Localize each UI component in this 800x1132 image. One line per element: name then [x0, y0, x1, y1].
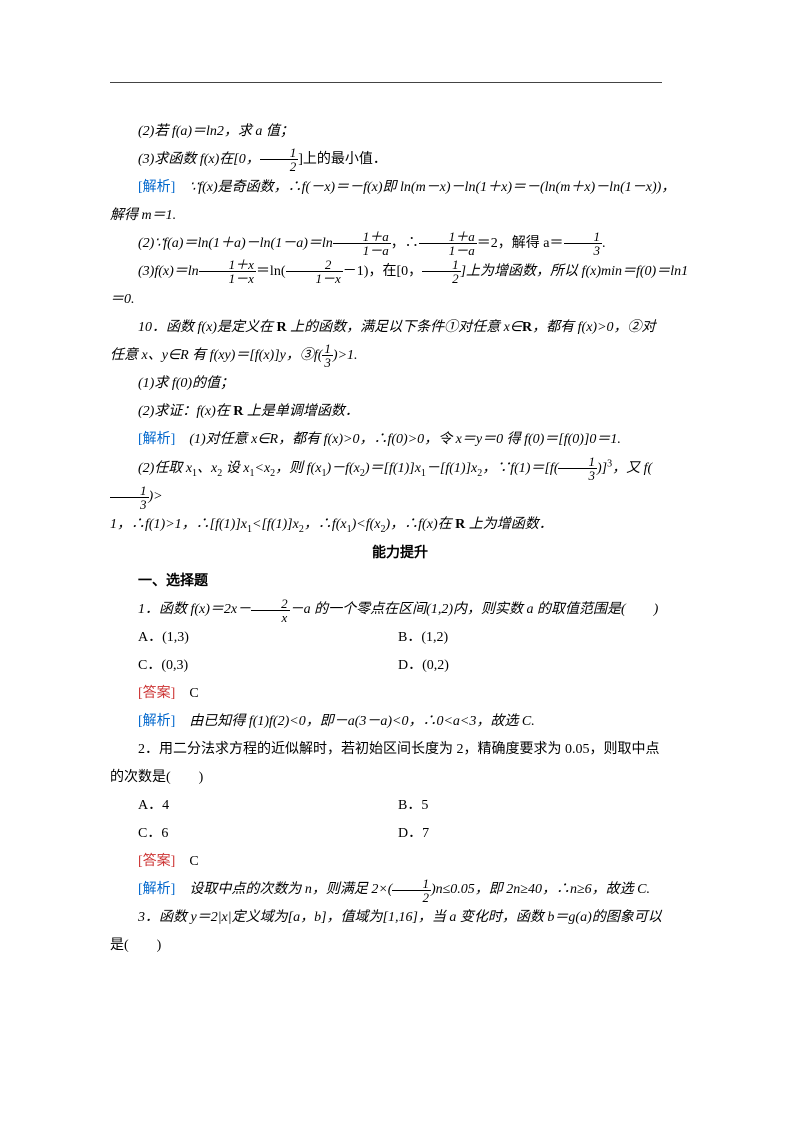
line-9: 任意 x、y∈R 有 f(xy)＝[f(x)]y，③f(13)>1.: [110, 342, 690, 370]
line-11: (2)求证：f(x)在 R 上是单调增函数．: [110, 398, 690, 426]
q2b: 的次数是( ): [110, 764, 690, 792]
q2-exp: [解析] 设取中点的次数为 n，则满足 2×(12)n≤0.05，即 2n≥40…: [110, 876, 690, 904]
page: (2)若 f(a)＝ln2，求 a 值； (3)求函数 f(x)在[0，12]上…: [0, 0, 800, 1132]
q2: 2．用二分法求方程的近似解时，若初始区间长度为 2，精确度要求为 0.05，则取…: [110, 736, 690, 764]
q3: 3．函数 y＝2|x|定义域为[a，b]，值域为[1,16]，当 a 变化时，函…: [110, 904, 690, 932]
section-title: 能力提升: [110, 540, 690, 568]
q2-answer: [答案] C: [110, 848, 690, 876]
line-8: 10．函数 f(x)是定义在 R 上的函数，满足以下条件①对任意 x∈R，都有 …: [110, 314, 690, 342]
q3b: 是( ): [110, 932, 690, 960]
line-4: [解析] ∵f(x)是奇函数，∴f(－x)＝－f(x)即 ln(m－x)－ln(…: [110, 174, 690, 202]
q1-opts-cd: C．(0,3)D．(0,2): [110, 652, 690, 680]
line-5: 解得 m＝1.: [110, 202, 690, 230]
line-7: (3)f(x)＝ln1＋x1－x＝ln(21－x－1)，在[0，12]上为增函数…: [110, 258, 690, 314]
analysis-label: [解析]: [138, 180, 175, 195]
top-rule: [110, 82, 662, 83]
q2-opts-ab: A．4B．5: [110, 792, 690, 820]
line-3: (3)求函数 f(x)在[0，12]上的最小值．: [110, 146, 690, 174]
line-13: (2)任取 x1、x2 设 x1<x2，则 f(x1)－f(x2)＝[f(1)]…: [110, 454, 690, 511]
q2-opts-cd: C．6D．7: [110, 820, 690, 848]
q1-opts-ab: A．(1,3)B．(1,2): [110, 624, 690, 652]
line-10: (1)求 f(0)的值；: [110, 370, 690, 398]
heading-1: 一、选择题: [110, 568, 690, 596]
q1-exp: [解析] 由已知得 f(1)f(2)<0，即－a(3－a)<0，∴0<a<3，故…: [110, 708, 690, 736]
line-6: (2)∵f(a)＝ln(1＋a)－ln(1－a)＝ln1＋a1－a，∴1＋a1－…: [110, 230, 690, 258]
line-2: (2)若 f(a)＝ln2，求 a 值；: [110, 118, 690, 146]
line-12: [解析] (1)对任意 x∈R，都有 f(x)>0，∴f(0)>0，令 x＝y＝…: [110, 426, 690, 454]
line-14: 1，∴f(1)>1，∴[f(1)]x1<[f(1)]x2，∴f(x1)<f(x2…: [110, 511, 690, 540]
q1: 1．函数 f(x)＝2x－2x－a 的一个零点在区间(1,2)内，则实数 a 的…: [110, 596, 690, 624]
q1-answer: [答案] C: [110, 680, 690, 708]
